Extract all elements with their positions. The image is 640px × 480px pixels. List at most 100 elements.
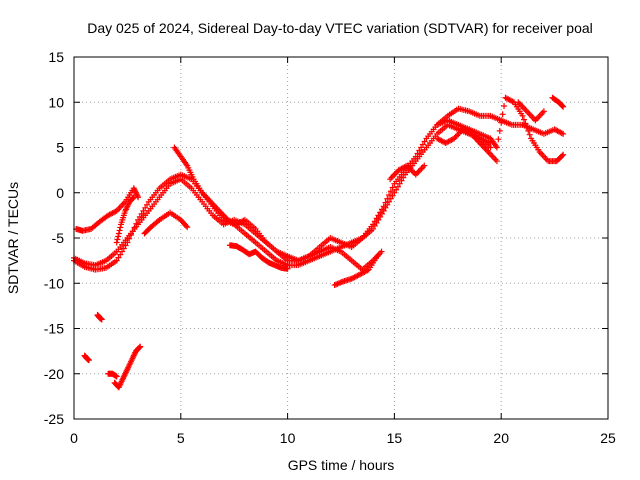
series-track-l: [111, 343, 144, 391]
y-tick-label: -25: [44, 411, 64, 427]
series-track-n: [94, 311, 105, 323]
data-point: [373, 215, 380, 222]
series-track-d: [141, 209, 191, 237]
data-point: [377, 209, 384, 216]
series-track-o: [105, 370, 120, 380]
data-point: [374, 253, 381, 260]
data-point: [487, 144, 494, 151]
data-point: [113, 257, 120, 264]
data-point: [122, 242, 129, 249]
data-point: [559, 152, 566, 159]
series-track-i: [434, 126, 500, 165]
series-track-p: [226, 242, 291, 272]
data-point: [375, 212, 382, 219]
data-point: [526, 131, 533, 138]
data-point: [378, 206, 385, 213]
series-track-f: [331, 253, 381, 289]
data-point: [119, 248, 126, 255]
data-point: [380, 203, 387, 210]
data-point: [136, 344, 143, 351]
data-point: [130, 194, 137, 201]
data-point: [115, 254, 122, 261]
data-point: [501, 103, 508, 110]
data-point: [116, 227, 123, 234]
y-tick-label: 0: [56, 185, 64, 201]
data-point: [384, 195, 391, 202]
data-point: [370, 221, 377, 228]
data-point: [396, 180, 403, 187]
data-point: [400, 174, 407, 181]
data-point: [416, 147, 423, 154]
x-tick-label: 15: [387, 430, 403, 446]
series-track-j: [515, 99, 547, 124]
data-point: [560, 103, 567, 110]
data-point: [560, 151, 567, 158]
data-point: [525, 127, 532, 134]
data-point: [391, 189, 398, 196]
data-point: [371, 218, 378, 225]
axis-ticks: 0 5 10 15 20 25 -25 -20 -15 -10 -5 0 5 10 15: [44, 49, 616, 446]
data-point: [115, 230, 122, 237]
y-tick-label: 10: [48, 94, 64, 110]
data-point: [559, 103, 566, 110]
data-point: [418, 144, 425, 151]
x-tick-label: 25: [600, 430, 616, 446]
data-point: [519, 112, 526, 119]
data-point: [540, 108, 547, 115]
series-track-r: [387, 162, 428, 183]
data-point: [495, 136, 502, 143]
data-point: [138, 210, 145, 217]
y-tick-label: -20: [44, 366, 64, 382]
data-point: [85, 357, 92, 364]
y-axis-label: SDTVAR / TECUs: [5, 182, 21, 294]
y-tick-label: -15: [44, 321, 64, 337]
data-point: [386, 192, 393, 199]
data-point: [143, 201, 150, 208]
data-point: [117, 251, 124, 258]
x-tick-label: 0: [70, 430, 78, 446]
series-track-g: [434, 105, 567, 137]
data-point: [98, 316, 105, 323]
y-tick-label: 15: [48, 49, 64, 65]
data-point: [493, 144, 500, 151]
data-point: [183, 222, 190, 229]
data-point: [114, 236, 121, 243]
plot-frame: [73, 56, 609, 420]
data-point: [499, 111, 506, 118]
y-tick-label: 5: [56, 140, 64, 156]
series-track-k: [549, 94, 567, 110]
data-point: [284, 265, 291, 272]
data-point: [142, 204, 149, 211]
data-point: [421, 162, 428, 169]
data-point: [419, 141, 426, 148]
data-point: [386, 198, 393, 205]
data-point: [140, 207, 147, 214]
y-tick-label: -10: [44, 275, 64, 291]
data-point: [398, 177, 405, 184]
x-tick-label: 10: [280, 430, 296, 446]
data-point: [387, 188, 394, 195]
data-point: [522, 120, 529, 127]
data-point: [137, 343, 144, 350]
data-point: [382, 199, 389, 206]
data-point: [498, 119, 505, 126]
data-point: [523, 124, 530, 131]
data-point: [184, 224, 191, 231]
series-track-c: [171, 144, 385, 273]
data-point: [113, 373, 120, 380]
data-point: [496, 127, 503, 134]
data-point: [394, 183, 401, 190]
x-axis-label: GPS time / hours: [288, 457, 395, 473]
data-point: [493, 158, 500, 165]
y-tick-label: -5: [52, 230, 65, 246]
data-point: [414, 150, 421, 157]
data-point: [520, 116, 527, 123]
data-point: [560, 130, 567, 137]
data-point: [117, 224, 124, 231]
series-track-m: [81, 352, 92, 364]
data-point: [113, 239, 120, 246]
series-track-q: [113, 194, 137, 246]
data-point: [120, 245, 127, 252]
data-marks: [71, 94, 567, 391]
